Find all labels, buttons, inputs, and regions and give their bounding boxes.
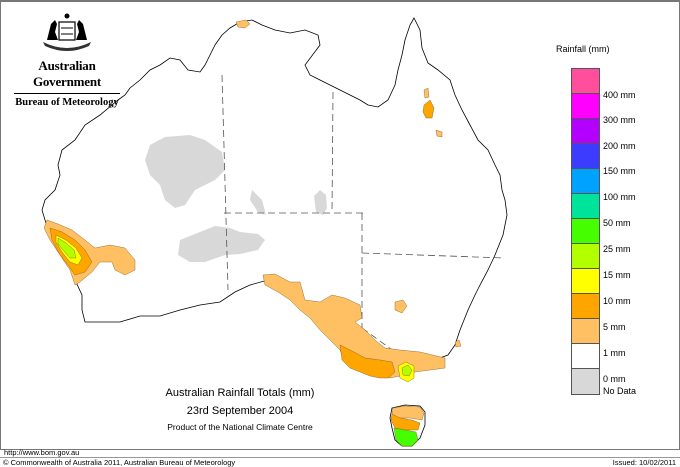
no-data-region (178, 226, 265, 262)
issued-date: Issued: 10/02/2011 (612, 458, 676, 467)
legend-swatch (572, 319, 599, 344)
logo-subtitle: Bureau of Meteorology (15, 97, 119, 108)
legend-swatch (572, 69, 599, 94)
no-data-region (314, 190, 327, 215)
legend-label: 150 mm (603, 166, 636, 176)
australia-rainfall-map (41, 17, 508, 447)
map-title: Australian Rainfall Totals (mm) (165, 387, 315, 399)
legend-title: Rainfall (mm) (556, 44, 610, 54)
rainfall-region-15mm (401, 364, 413, 377)
rainfall-region-1mm (235, 19, 251, 29)
legend-swatch (572, 219, 599, 244)
state-borders (221, 74, 506, 353)
rainfall-region-15mm (57, 237, 77, 259)
legend-swatch (572, 169, 599, 194)
rainfall-region-5mm (422, 99, 435, 119)
rainfall-region-1mm (394, 299, 408, 314)
logo-title: Australian Government (32, 58, 102, 89)
legend-label: 50 mm (603, 218, 631, 228)
legend-swatch (572, 244, 599, 269)
legend-color-bar (571, 68, 600, 395)
legend-label: 200 mm (603, 141, 636, 151)
rainfall-region-5mm (339, 344, 396, 379)
legend-label: 1 mm (603, 348, 626, 358)
footer-divider (0, 457, 680, 458)
no-data-region (145, 135, 225, 208)
coat-of-arms-icon (43, 13, 91, 51)
bom-url-link[interactable]: http://www.bom.gov.au (4, 448, 80, 457)
legend-label: 100 mm (603, 192, 636, 202)
legend-label: 0 mm (603, 374, 626, 384)
rainfall-region-1mm (454, 339, 462, 348)
legend-label: 10 mm (603, 296, 631, 306)
rainfall-region-5mm (390, 413, 421, 431)
legend-swatch (572, 144, 599, 169)
rainfall-region-1mm (262, 273, 446, 379)
rainfall-region-1mm (435, 129, 443, 138)
legend-label: 25 mm (603, 244, 631, 254)
legend-label: No Data (603, 386, 637, 396)
legend-swatch (572, 269, 599, 294)
legend-swatch (572, 119, 599, 144)
legend-label: 300 mm (603, 115, 636, 125)
government-logo: Australian Government Bureau of Meteorol… (8, 10, 126, 108)
rainfall-region-1mm (423, 87, 430, 99)
no-data-region (250, 190, 266, 215)
logo-divider (14, 93, 120, 94)
legend-swatch (572, 94, 599, 119)
legend-swatch (572, 294, 599, 319)
rainfall-region-25mm (393, 427, 419, 447)
legend-swatch (572, 194, 599, 219)
legend-swatch (572, 369, 599, 394)
australia-mainland (41, 17, 508, 376)
map-date: 23rd September 2004 (186, 405, 294, 417)
legend-label: 15 mm (603, 270, 631, 280)
legend-swatch (572, 344, 599, 369)
map-product-note: Product of the National Climate Centre (167, 422, 313, 432)
legend-label: 400 mm (603, 90, 636, 100)
legend-label: 5 mm (603, 322, 626, 332)
copyright-text: © Commonwealth of Australia 2011, Austra… (3, 458, 236, 467)
